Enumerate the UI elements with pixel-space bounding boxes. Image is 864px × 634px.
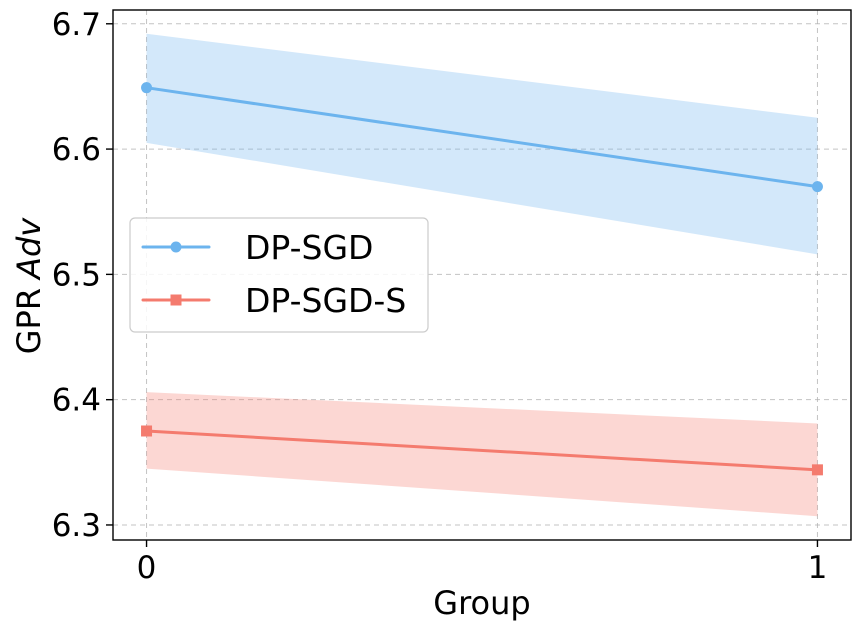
legend-label-dp-sgd-s: DP-SGD-S — [245, 281, 406, 320]
y-axis-label-italic: Adv — [10, 217, 48, 281]
dp-sgd-s-point — [141, 425, 153, 437]
y-axis-label-text: GPR — [10, 288, 48, 354]
legend-marker-dp-sgd-s — [170, 294, 182, 306]
confidence-bands — [146, 33, 818, 517]
legend-label-dp-sgd: DP-SGD — [245, 228, 373, 267]
legend: DP-SGD DP-SGD-S — [129, 217, 429, 333]
dp-sgd-s-band — [146, 392, 818, 517]
dp-sgd-band — [146, 33, 818, 255]
series-lines — [145, 86, 819, 472]
y-tick-label: 6.5 — [52, 257, 101, 293]
dp-sgd-point — [811, 181, 823, 193]
y-tick-label: 6.3 — [52, 508, 101, 544]
x-axis-label: Group — [433, 584, 530, 622]
y-tick-label: 6.7 — [52, 7, 101, 43]
dp-sgd-s-line — [145, 429, 819, 472]
grid-lines — [113, 10, 851, 540]
legend-marker-dp-sgd — [170, 241, 182, 253]
axis-ticks: 6.3 6.4 6.5 6.6 6.7 0 1 — [52, 7, 828, 586]
series-markers — [141, 82, 823, 476]
dp-sgd-line — [145, 86, 819, 189]
y-axis-label: GPR Adv — [10, 217, 48, 355]
y-tick-label: 6.4 — [52, 383, 101, 419]
y-tick-label: 6.6 — [52, 132, 101, 168]
dp-sgd-point — [141, 82, 153, 94]
x-tick-label: 0 — [137, 550, 157, 586]
x-tick-label: 1 — [808, 550, 828, 586]
dp-sgd-s-point — [811, 464, 823, 476]
